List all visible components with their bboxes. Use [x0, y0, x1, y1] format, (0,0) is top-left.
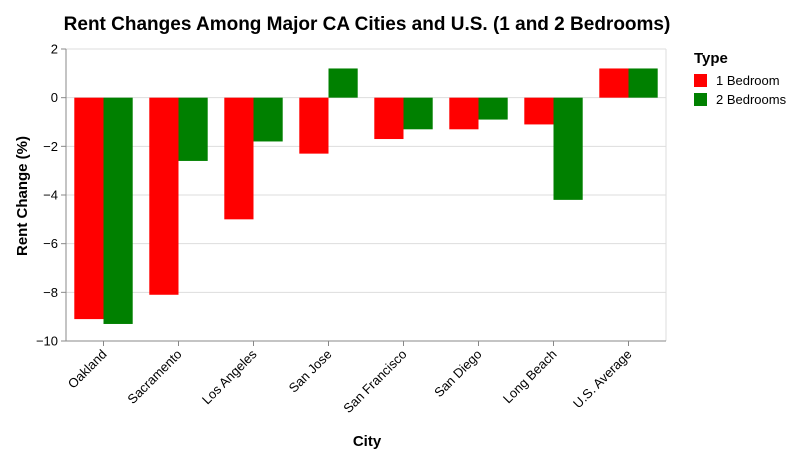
y-tick-label: 0 — [51, 90, 58, 105]
chart-title: Rent Changes Among Major CA Cities and U… — [64, 14, 671, 35]
legend: Type 1 Bedroom 2 Bedrooms — [694, 50, 787, 107]
y-tick-label: −2 — [43, 139, 58, 154]
bar-san-jose-1-bedroom — [299, 97, 329, 154]
x-tick-label: San Diego — [431, 347, 485, 401]
x-tick-label: Long Beach — [500, 347, 560, 407]
bar-san-jose-2-bedrooms — [328, 68, 358, 98]
x-tick-label: Sacramento — [124, 347, 184, 407]
bar-sacramento-2-bedrooms — [178, 97, 208, 161]
legend-label: 2 Bedrooms — [716, 92, 787, 107]
bar-u-s-average-2-bedrooms — [628, 68, 658, 98]
legend-swatch-2-bedrooms — [694, 93, 707, 106]
x-tick-label: San Jose — [286, 347, 335, 396]
x-tick-label: Oakland — [65, 347, 110, 392]
y-tick-label: −10 — [36, 334, 58, 349]
bar-san-diego-1-bedroom — [449, 97, 479, 130]
bar-oakland-1-bedroom — [74, 97, 104, 320]
bar-long-beach-2-bedrooms — [553, 97, 583, 200]
bars — [74, 68, 658, 324]
x-tick-label: San Francisco — [340, 347, 409, 416]
y-tick-label: −4 — [43, 188, 58, 203]
bar-los-angeles-1-bedroom — [224, 97, 254, 220]
y-tick-label: −6 — [43, 236, 58, 251]
bar-san-francisco-1-bedroom — [374, 97, 404, 140]
y-tick-label: −8 — [43, 285, 58, 300]
legend-swatch-1-bedroom — [694, 74, 707, 87]
legend-title: Type — [694, 50, 728, 67]
bar-long-beach-1-bedroom — [524, 97, 554, 125]
x-axis-title: City — [353, 433, 382, 450]
x-tick-label: U.S. Average — [570, 347, 635, 412]
bar-u-s-average-1-bedroom — [599, 68, 629, 98]
y-tick-label: 2 — [51, 42, 58, 57]
bar-los-angeles-2-bedrooms — [253, 97, 283, 142]
bar-sacramento-1-bedroom — [149, 97, 179, 295]
x-tick-label: Los Angeles — [199, 346, 260, 407]
bar-san-diego-2-bedrooms — [478, 97, 508, 120]
y-axis-title: Rent Change (%) — [14, 136, 31, 256]
legend-label: 1 Bedroom — [716, 73, 780, 88]
bar-san-francisco-2-bedrooms — [403, 97, 433, 130]
bar-oakland-2-bedrooms — [103, 97, 133, 324]
